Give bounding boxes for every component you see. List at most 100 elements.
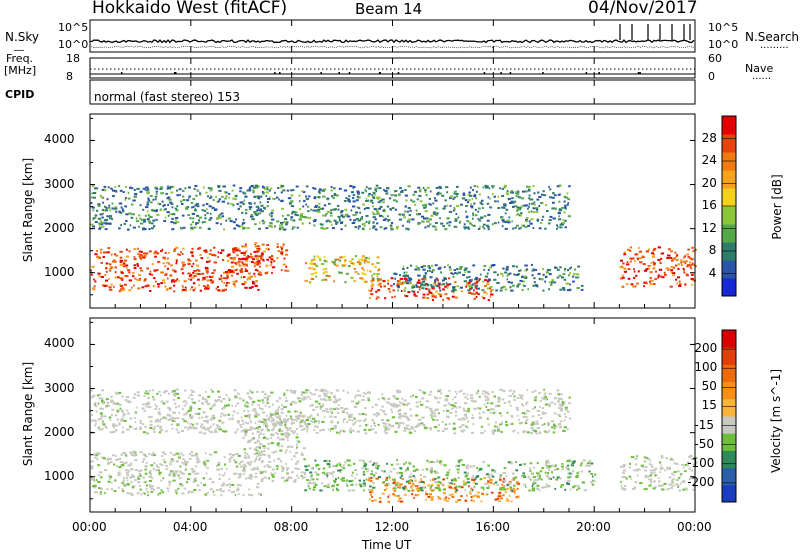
data-cell (448, 494, 452, 497)
data-cell (118, 202, 123, 205)
data-cell (267, 442, 270, 445)
data-cell (566, 289, 570, 292)
data-cell (422, 268, 426, 271)
data-cell (130, 481, 133, 484)
data-cell (137, 477, 141, 480)
data-cell (280, 185, 285, 188)
data-cell (441, 483, 444, 486)
data-cell (183, 462, 186, 465)
data-cell (244, 245, 248, 248)
data-cell (277, 187, 280, 189)
data-cell (316, 255, 319, 258)
data-cell (147, 199, 151, 202)
data-cell (396, 225, 399, 228)
data-cell (307, 210, 310, 213)
data-cell (467, 398, 469, 401)
data-cell (191, 265, 193, 268)
data-cell (433, 415, 437, 418)
data-cell (658, 268, 663, 271)
data-cell (460, 426, 462, 429)
data-cell (516, 414, 519, 417)
data-cell (431, 467, 433, 470)
data-cell (562, 273, 566, 275)
data-cell (505, 208, 509, 211)
data-cell (365, 197, 368, 200)
data-cell (551, 196, 555, 199)
data-cell (372, 476, 375, 479)
data-cell (490, 293, 494, 296)
data-cell (476, 185, 479, 188)
data-cell (195, 272, 198, 275)
data-cell (132, 275, 135, 278)
data-cell (551, 207, 555, 210)
data-cell (665, 457, 668, 460)
data-cell (299, 414, 302, 417)
data-cell (169, 201, 173, 204)
data-cell (302, 414, 306, 417)
data-cell (170, 191, 174, 194)
data-cell (583, 489, 587, 492)
data-cell (126, 479, 129, 482)
data-cell (499, 289, 503, 292)
data-cell (93, 453, 96, 456)
data-cell (314, 400, 318, 403)
data-cell (192, 470, 196, 473)
data-cell (451, 407, 454, 410)
data-cell (526, 431, 530, 434)
data-cell (326, 219, 330, 222)
data-cell (417, 286, 421, 289)
data-cell (396, 227, 399, 230)
data-cell (409, 478, 413, 481)
data-cell (247, 441, 250, 444)
data-cell (130, 492, 133, 495)
data-cell (349, 416, 353, 418)
data-cell (510, 389, 513, 392)
data-cell (187, 421, 189, 424)
data-cell (493, 412, 495, 415)
data-cell (125, 483, 129, 486)
data-cell (280, 465, 283, 468)
data-cell (538, 391, 541, 394)
data-cell (202, 477, 205, 480)
data-cell (485, 396, 489, 399)
data-cell (342, 215, 345, 218)
data-cell (348, 480, 352, 483)
data-cell (481, 289, 485, 292)
data-cell (426, 293, 430, 296)
data-cell (276, 257, 279, 259)
data-cell (292, 421, 295, 424)
data-cell (178, 477, 182, 480)
data-cell (154, 403, 156, 406)
data-cell (204, 398, 207, 401)
data-cell (434, 486, 439, 489)
data-cell (104, 205, 107, 208)
data-cell (452, 273, 455, 276)
data-cell (188, 453, 192, 456)
data-cell (256, 263, 260, 266)
data-cell (109, 269, 112, 272)
data-cell (141, 407, 145, 410)
data-cell (217, 464, 220, 466)
data-cell (278, 445, 280, 448)
data-cell (251, 432, 254, 435)
data-cell (437, 191, 440, 194)
data-cell (313, 224, 316, 227)
data-cell (510, 190, 514, 193)
data-cell (659, 467, 662, 470)
data-cell (419, 486, 423, 489)
data-cell (418, 268, 421, 271)
data-cell (539, 475, 542, 478)
data-cell (100, 221, 104, 224)
colorbar-swatch (722, 224, 736, 243)
data-cell (522, 430, 527, 433)
data-cell (501, 217, 504, 220)
data-cell (414, 295, 418, 297)
data-cell (420, 403, 424, 406)
data-cell (387, 219, 391, 221)
data-cell (330, 420, 333, 423)
data-cell (474, 477, 477, 480)
data-cell (500, 430, 503, 433)
data-cell (395, 481, 400, 484)
data-cell (120, 270, 124, 273)
data-cell (109, 431, 113, 434)
